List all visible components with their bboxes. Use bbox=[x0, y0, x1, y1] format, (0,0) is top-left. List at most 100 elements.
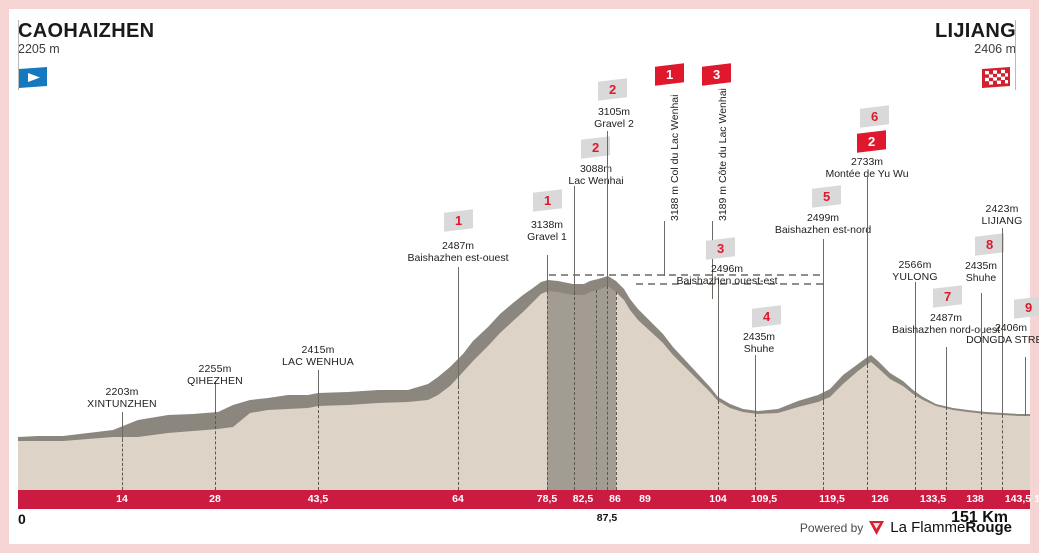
marker-altitude: 3088m bbox=[579, 163, 613, 175]
chip-number: 4 bbox=[762, 309, 771, 325]
marker-label-gravel-2: 3105m Gravel 2 bbox=[594, 106, 634, 130]
checkered-flag-icon bbox=[982, 67, 1010, 88]
finish-city-name: LIJIANG bbox=[935, 20, 1016, 42]
marker-label-montee-de-yu-wu: 2733m Montée de Yu Wu bbox=[825, 156, 909, 180]
marker-altitude: 2499m bbox=[806, 212, 840, 224]
distance-axis[interactable]: 14 28 43,5 64 78,5 82,5 86 89 104 109,5 … bbox=[18, 490, 1039, 509]
km-tick-78-5: 78,5 bbox=[536, 493, 558, 505]
marker-altitude: 2255m bbox=[198, 363, 232, 375]
marker-name: Baishazhen nord-ouest bbox=[892, 323, 1000, 336]
marker-altitude: 2487m bbox=[929, 312, 963, 324]
marker-label-baishazhen-est-ouest: 2487m Baishazhen est-ouest bbox=[408, 240, 509, 264]
chip-number: 5 bbox=[822, 189, 831, 205]
marker-label-lijiang-2423: 2423m LIJIANG bbox=[981, 203, 1023, 227]
km-dash-119 bbox=[823, 402, 824, 490]
marker-label-dongda-street: 2406m DONGDA STREET bbox=[966, 322, 1039, 346]
km-tick-109-5: 109,5 bbox=[750, 493, 778, 505]
profile-card: CAOHAIZHEN 2205 m LIJIANG 2406 m bbox=[9, 9, 1039, 544]
leader-baishazhen-est-ouest bbox=[458, 267, 459, 386]
chip-number: 1 bbox=[454, 213, 463, 229]
marker-name: Montée de Yu Wu bbox=[825, 167, 909, 180]
chip-baishazhen-est-ouest[interactable]: 1 bbox=[444, 209, 473, 232]
marker-label-baishazhen-est-nord: 2499m Baishazhen est-nord bbox=[775, 212, 871, 236]
chip-baishazhen-nord-ouest[interactable]: 7 bbox=[933, 285, 962, 308]
chip-baishazhen-est-nord[interactable]: 5 bbox=[812, 185, 841, 208]
km-dash-89 bbox=[616, 292, 617, 490]
chip-gravel-2[interactable]: 2 bbox=[598, 78, 627, 101]
marker-label-gravel-1: 3138m Gravel 1 bbox=[527, 219, 567, 243]
marker-label-baishazhen-ouest-est: 2496m Baishazhen ouest-est bbox=[677, 263, 778, 287]
chip-montee-de-yu-wu-2[interactable]: 2 bbox=[857, 130, 886, 153]
start-header: CAOHAIZHEN 2205 m bbox=[18, 20, 154, 57]
km-dash-126 bbox=[867, 365, 868, 490]
marker-label-lac-wenhai: 3088m Lac Wenhai bbox=[568, 163, 624, 187]
leader-baishazhen-est-nord bbox=[823, 239, 824, 402]
flamme-rouge-triangle-icon bbox=[869, 521, 885, 535]
brand-name: La FlammeRouge bbox=[890, 519, 1012, 536]
elevation-profile-plot: 2203m XINTUNZHEN 2255m QIHEZHEN 2415m LA… bbox=[18, 9, 1039, 490]
brand-bold: Rouge bbox=[965, 519, 1012, 536]
km-tick-133-5: 133,5 bbox=[919, 493, 947, 505]
chip-dongda-street[interactable]: 9 bbox=[1014, 296, 1039, 319]
chip-number: 1 bbox=[665, 67, 674, 83]
km-tick-43-5: 43,5 bbox=[307, 493, 329, 505]
marker-altitude: 2733m bbox=[850, 156, 884, 168]
km-dash-146 bbox=[1002, 415, 1003, 490]
chip-baishazhen-ouest-est[interactable]: 3 bbox=[706, 237, 735, 260]
km-dash-143 bbox=[981, 412, 982, 490]
profile-area-path bbox=[18, 286, 1030, 490]
chip-shuhe-4[interactable]: 4 bbox=[752, 305, 781, 328]
start-city-name: CAOHAIZHEN bbox=[18, 20, 155, 42]
gravel-section-band bbox=[547, 286, 616, 490]
chip-number: 3 bbox=[712, 67, 721, 83]
km-dash-43 bbox=[318, 405, 319, 490]
chip-shuhe-8[interactable]: 8 bbox=[975, 233, 1004, 256]
chip-lac-wenhai[interactable]: 2 bbox=[581, 136, 610, 159]
leader-gravel-1 bbox=[547, 255, 548, 291]
chip-col-du-lac-wenhai[interactable]: 1 bbox=[655, 63, 684, 86]
marker-altitude: 2566m bbox=[898, 259, 932, 271]
leader-baishazhen-nord-ouest bbox=[946, 347, 947, 407]
marker-name: Shuhe bbox=[965, 271, 997, 284]
km-tick-104: 104 bbox=[709, 493, 727, 505]
marker-name: LIJIANG bbox=[981, 214, 1023, 227]
marker-name: LAC WENHUA bbox=[281, 355, 355, 368]
chip-number: 7 bbox=[943, 289, 952, 305]
climb-label-cote-du-lac-wenhai: 3189 m Côte du Lac Wenhai bbox=[717, 88, 729, 221]
km-dash-82 bbox=[574, 292, 575, 490]
marker-name: YULONG bbox=[892, 270, 938, 283]
marker-name: Gravel 1 bbox=[527, 230, 567, 243]
leader-gravel-2 bbox=[607, 131, 608, 286]
km-dash-78 bbox=[547, 291, 548, 490]
marker-label-baishazhen-nord-ouest: 2487m Baishazhen nord-ouest bbox=[892, 312, 1000, 336]
marker-altitude: 2423m bbox=[985, 203, 1019, 215]
marker-label-qihezhen: 2255m QIHEZHEN bbox=[187, 363, 243, 387]
km-tick-143-5: 143,5 bbox=[1004, 493, 1032, 505]
leader-baishazhen-ouest-est bbox=[718, 277, 719, 401]
km-dash-14 bbox=[122, 439, 123, 490]
chip-number: 9 bbox=[1024, 300, 1033, 316]
km-dash-104 bbox=[718, 401, 719, 490]
leader-yulong bbox=[915, 282, 916, 395]
marker-name: Lac Wenhai bbox=[568, 174, 624, 187]
start-flag-pole bbox=[18, 20, 19, 90]
marker-label-yulong: 2566m YULONG bbox=[892, 259, 938, 283]
chip-number: 2 bbox=[608, 82, 617, 98]
km-dash-87 bbox=[607, 286, 608, 490]
km-tick-119-5: 119,5 bbox=[819, 493, 845, 505]
km-tick-64: 64 bbox=[452, 493, 464, 505]
chip-gravel-1[interactable]: 1 bbox=[533, 189, 562, 212]
marker-altitude: 2496m bbox=[710, 263, 744, 275]
marker-altitude: 2415m bbox=[301, 344, 335, 356]
leader-col-du-lac-wenhai bbox=[664, 221, 665, 276]
chip-cote-du-lac-wenhai[interactable]: 3 bbox=[702, 63, 731, 86]
finish-flag-pole bbox=[1015, 20, 1016, 90]
chip-montee-de-yu-wu-6[interactable]: 6 bbox=[860, 105, 889, 128]
marker-label-xintunzhen: 2203m XINTUNZHEN bbox=[87, 386, 157, 410]
marker-altitude: 2203m bbox=[105, 386, 139, 398]
marker-label-shuhe-8: 2435m Shuhe bbox=[965, 260, 997, 284]
chip-number: 3 bbox=[716, 241, 725, 257]
km-tick-14: 14 bbox=[116, 493, 128, 505]
km-dash-28 bbox=[215, 411, 216, 490]
km-tick-126: 126 bbox=[871, 493, 889, 505]
